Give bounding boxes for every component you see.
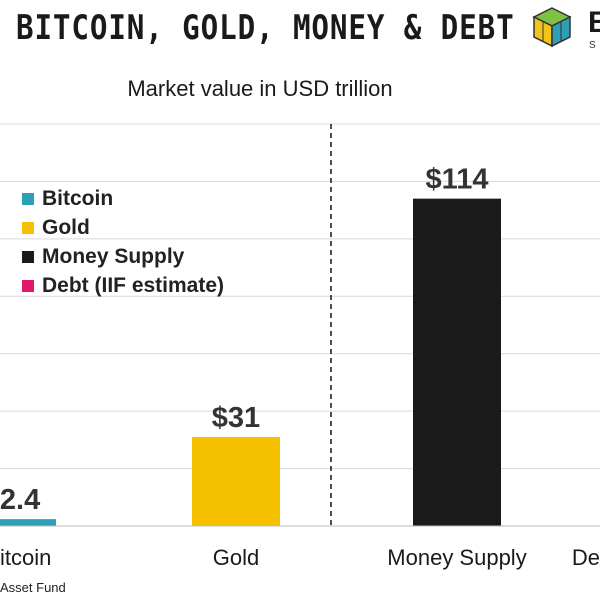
chart-title: BITCOIN, GOLD, MONEY & DEBT bbox=[16, 8, 515, 48]
cube-logo-icon bbox=[532, 7, 572, 48]
value-label-bitcoin: $2.4 bbox=[0, 484, 40, 516]
legend-swatch-gold bbox=[22, 221, 34, 234]
legend-swatch-bitcoin bbox=[22, 192, 34, 205]
brand-logo: B S bbox=[522, 2, 600, 58]
labels: $2.4 itcoin $31 Gold $114 Money Supply De bbox=[0, 164, 600, 570]
legend-item-money-supply: Money Supply bbox=[22, 242, 224, 271]
logo-subtext: S bbox=[589, 40, 598, 51]
legend-swatch-money-supply bbox=[22, 250, 34, 263]
legend-label-money-supply: Money Supply bbox=[42, 244, 185, 268]
category-label-debt: De bbox=[572, 545, 600, 570]
category-label-money-supply: Money Supply bbox=[387, 545, 526, 570]
value-label-money-supply: $114 bbox=[426, 164, 489, 196]
legend-item-debt: Debt (IIF estimate) bbox=[22, 271, 224, 300]
category-label-bitcoin: itcoin bbox=[0, 545, 51, 570]
bar-money-supply bbox=[413, 198, 501, 526]
legend: Bitcoin Gold Money Supply Debt (IIF esti… bbox=[22, 184, 224, 300]
category-label-gold: Gold bbox=[213, 545, 259, 570]
legend-label-gold: Gold bbox=[42, 215, 90, 239]
value-label-gold: $31 bbox=[212, 402, 260, 434]
legend-label-bitcoin: Bitcoin bbox=[42, 186, 114, 210]
legend-label-debt: Debt (IIF estimate) bbox=[42, 273, 225, 297]
legend-item-bitcoin: Bitcoin bbox=[22, 184, 224, 213]
source-note: Asset Fund bbox=[0, 580, 66, 595]
bar-gold bbox=[192, 436, 280, 526]
chart-subtitle: Market value in USD trillion bbox=[127, 76, 393, 101]
legend-swatch-debt bbox=[22, 279, 34, 292]
legend-item-gold: Gold bbox=[22, 213, 224, 242]
bar-bitcoin bbox=[0, 519, 56, 526]
bars bbox=[0, 198, 501, 526]
logo-letter: B bbox=[588, 6, 600, 39]
